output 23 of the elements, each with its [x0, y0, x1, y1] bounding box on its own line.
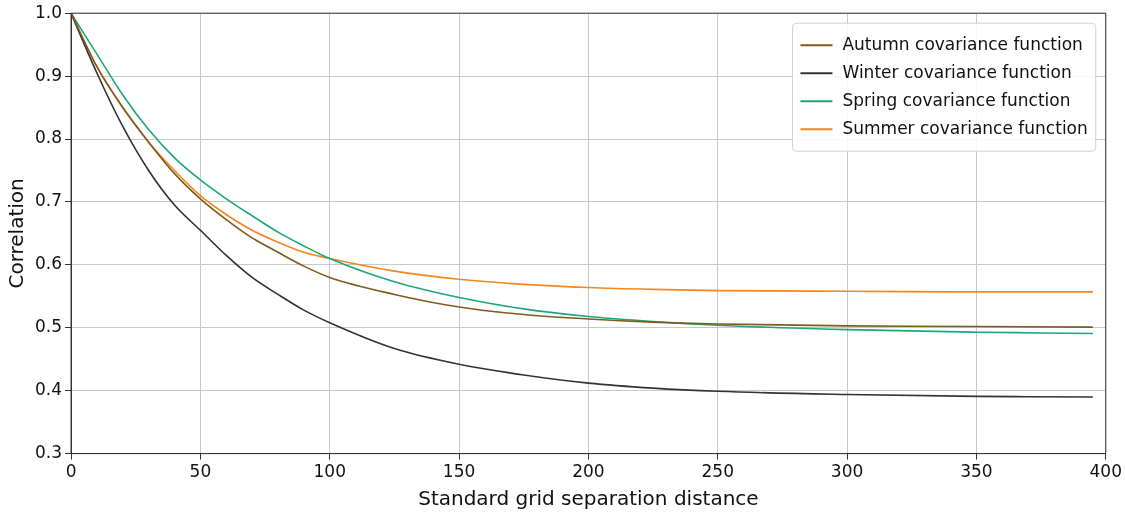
- y-axis-title: Correlation: [4, 178, 29, 289]
- legend-label: Spring covariance function: [842, 89, 1071, 110]
- y-tick-label: 0.7: [34, 190, 63, 211]
- x-axis-title: Standard grid separation distance: [418, 486, 759, 511]
- y-tick-label: 1.0: [34, 1, 63, 22]
- x-tick-label: 400: [1089, 461, 1122, 482]
- legend-label: Autumn covariance function: [842, 33, 1083, 54]
- x-tick-label: 50: [189, 461, 212, 482]
- y-tick-label: 0.6: [34, 253, 63, 274]
- x-tick-label: 0: [65, 461, 77, 482]
- x-tick-label: 100: [313, 461, 346, 482]
- legend-label: Winter covariance function: [842, 61, 1072, 82]
- x-tick-label: 350: [960, 461, 993, 482]
- y-tick-label: 0.5: [34, 316, 63, 337]
- x-tick-label: 300: [830, 461, 864, 482]
- x-tick-label: 150: [442, 461, 476, 482]
- x-tick-label: 250: [701, 461, 734, 482]
- y-tick-label: 0.8: [34, 127, 63, 148]
- y-tick-label: 0.3: [34, 442, 63, 463]
- y-tick-label: 0.4: [34, 379, 63, 400]
- legend-label: Summer covariance function: [842, 117, 1088, 138]
- x-tick-label: 200: [572, 461, 605, 482]
- y-tick-label: 0.9: [34, 64, 63, 85]
